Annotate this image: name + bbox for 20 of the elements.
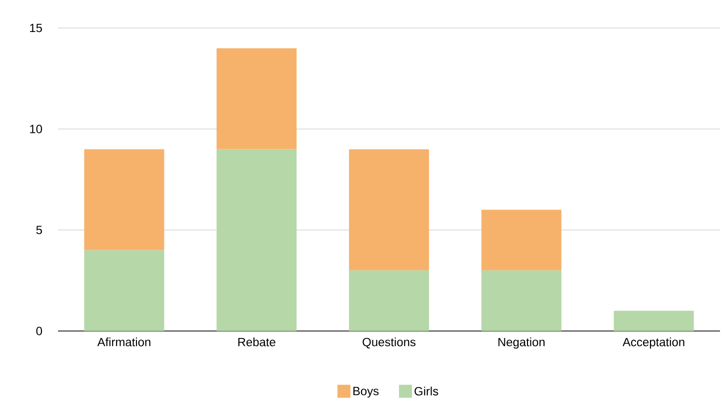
y-tick-label: 10 (30, 124, 42, 134)
bar (614, 310, 694, 331)
bar (481, 270, 562, 331)
x-tick-label: Afirmation (97, 338, 150, 346)
x-tick-label: Negation (498, 338, 545, 349)
y-tick-label: 15 (30, 24, 42, 32)
x-tick-label: Rebate (238, 338, 276, 346)
x-tick-label: Acceptation (622, 338, 684, 349)
bar (349, 149, 430, 270)
legend-label: Boys (353, 386, 379, 398)
bar (216, 149, 297, 331)
bar (84, 250, 164, 331)
x-tick-label: Questions (362, 338, 416, 348)
legend-label: Girls (414, 386, 438, 396)
y-tick-label: 0 (36, 326, 42, 336)
bar (349, 270, 430, 331)
bar (84, 149, 164, 250)
bar (481, 210, 562, 270)
bar (216, 48, 297, 150)
y-tick-label: 5 (36, 226, 42, 234)
